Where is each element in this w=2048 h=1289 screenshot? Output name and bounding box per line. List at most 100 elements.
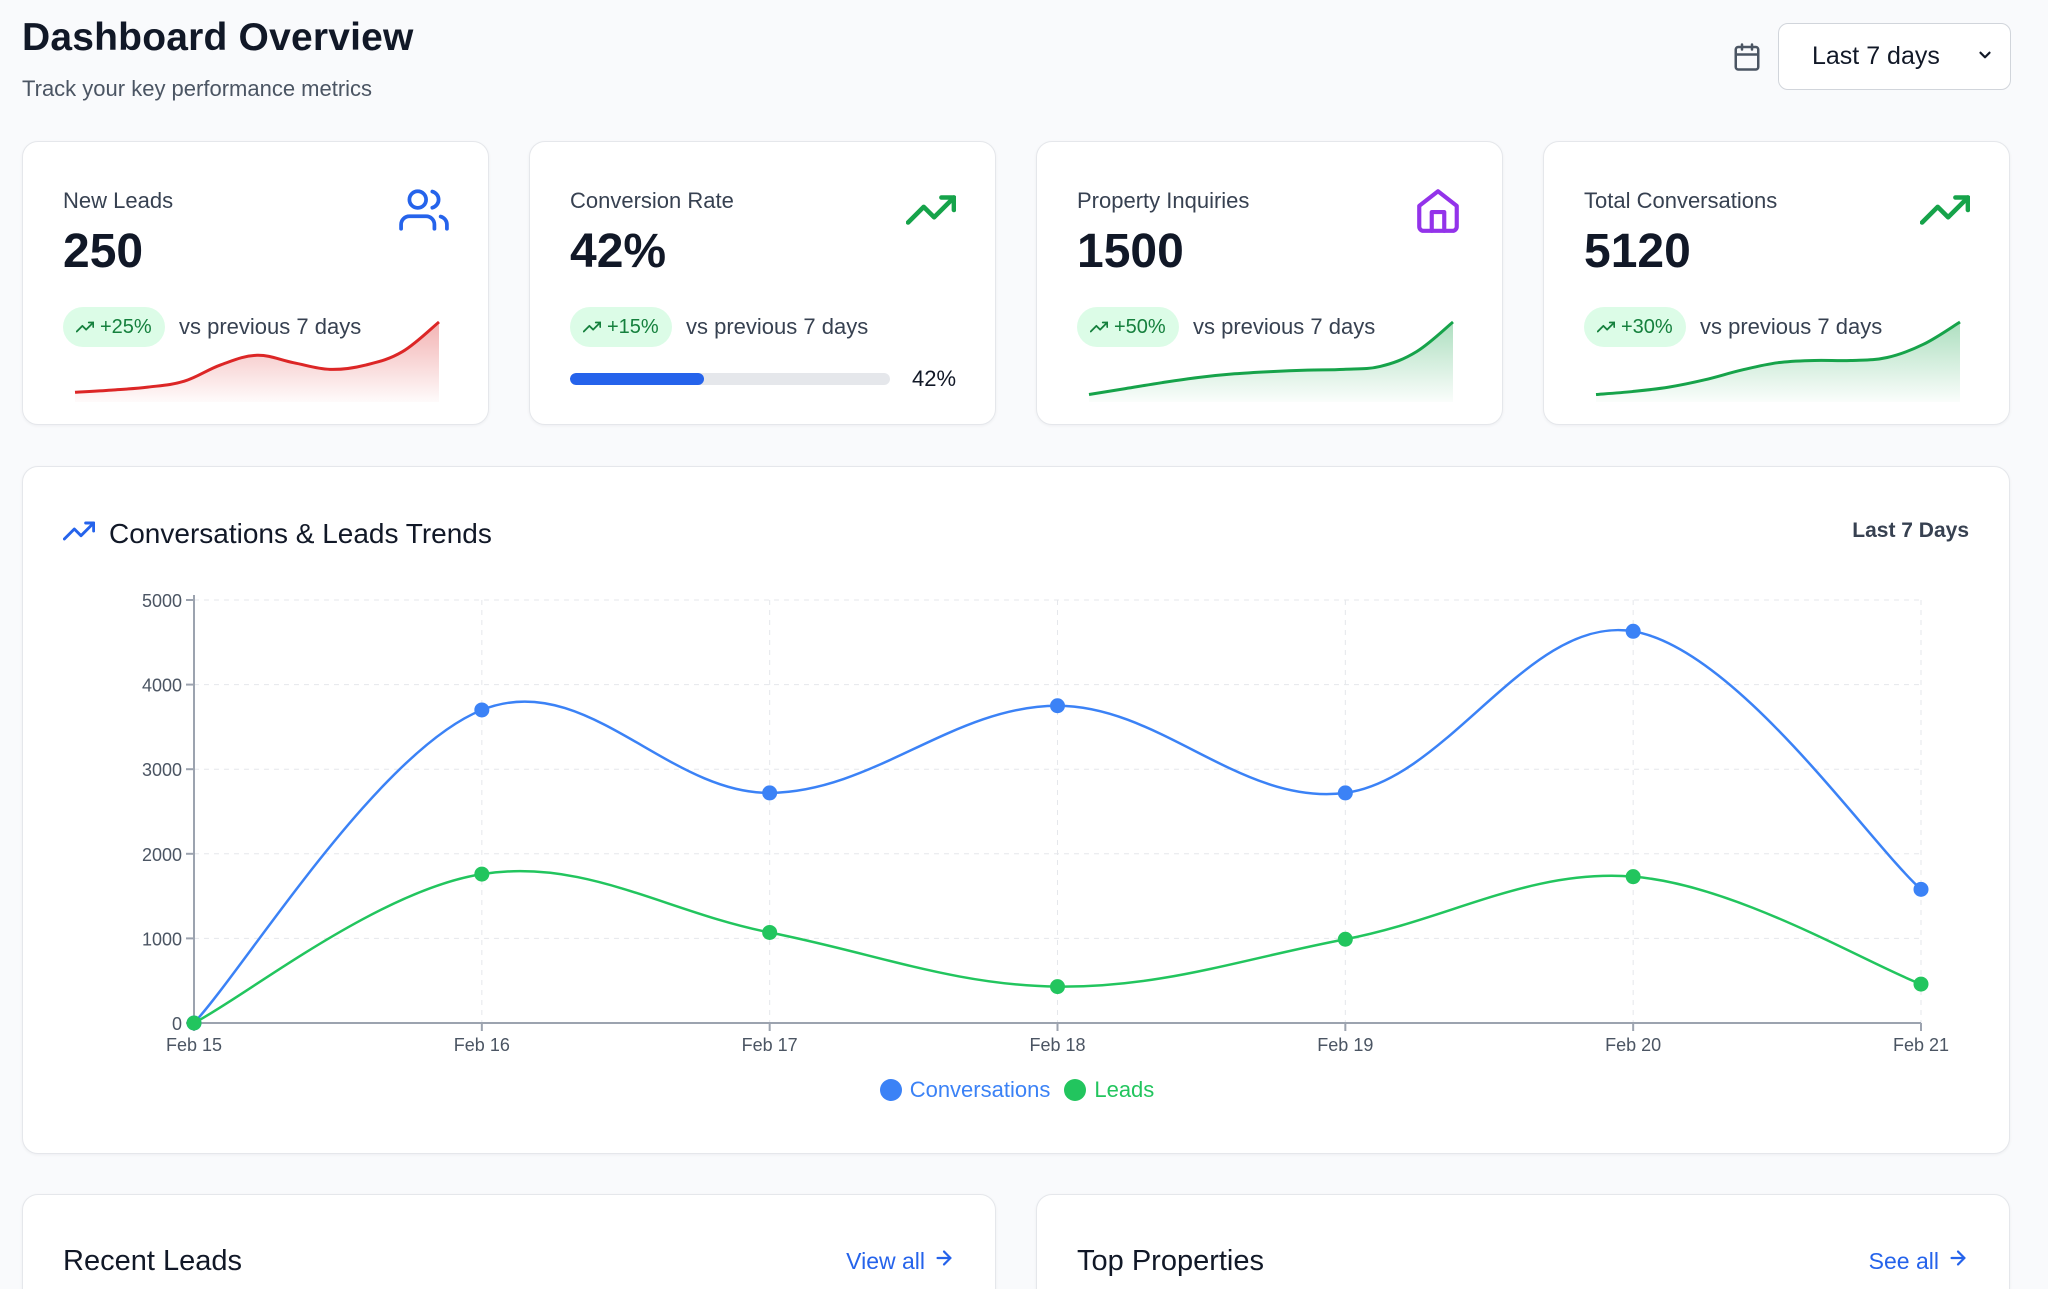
page-header: Dashboard Overview Track your key perfor… — [22, 16, 414, 102]
legend-dot — [1064, 1079, 1087, 1101]
trending-up-icon — [905, 184, 957, 236]
data-point-leads — [474, 866, 490, 882]
compare-text: vs previous 7 days — [686, 314, 869, 339]
data-point-conversations — [1625, 623, 1641, 639]
stat-label: New Leads — [63, 188, 174, 213]
arrow-right-icon — [933, 1247, 955, 1275]
legend-item-leads[interactable]: Leads — [1064, 1077, 1154, 1103]
y-tick-label: 1000 — [142, 929, 182, 949]
compare-text: vs previous 7 days — [179, 314, 362, 339]
top-properties-card: Top Properties See all — [1036, 1194, 2010, 1289]
change-badge: +25% — [63, 307, 165, 347]
legend-item-conversations[interactable]: Conversations — [879, 1077, 1050, 1103]
data-point-conversations — [1337, 785, 1353, 801]
change-badge: +50% — [1077, 307, 1179, 347]
stat-value: 42% — [570, 225, 667, 278]
progress-label: 42% — [912, 366, 957, 391]
page-subtitle: Track your key performance metrics — [22, 76, 373, 101]
y-tick-label: 2000 — [142, 845, 182, 865]
stat-value: 250 — [63, 225, 144, 278]
data-point-leads — [1625, 869, 1641, 885]
sparkline-area — [75, 322, 439, 402]
x-tick-label: Feb 19 — [1317, 1035, 1373, 1055]
change-value: +25% — [100, 315, 152, 338]
y-tick-label: 4000 — [142, 676, 182, 696]
trending-up-icon — [76, 318, 94, 336]
trending-up-icon — [1597, 318, 1615, 336]
view-all-link[interactable]: View all — [846, 1247, 955, 1275]
date-range-select[interactable]: Last 7 days — [1778, 23, 2011, 90]
stat-card-total-conversations: Total Conversations 5120 +30% vs previou… — [1543, 141, 2010, 425]
x-tick-label: Feb 15 — [166, 1035, 222, 1055]
y-tick-label: 3000 — [142, 760, 182, 780]
see-all-link[interactable]: See all — [1869, 1247, 1969, 1275]
y-tick-label: 5000 — [142, 591, 182, 611]
sparkline-line — [1595, 320, 1961, 397]
page-title: Dashboard Overview — [22, 16, 414, 59]
see-all-label: See all — [1868, 1247, 1939, 1274]
data-point-conversations — [1913, 881, 1929, 897]
stat-value: 1500 — [1077, 225, 1184, 278]
trending-up-icon — [583, 318, 601, 336]
stat-card-property-inquiries: Property Inquiries 1500 +50% vs previous… — [1036, 141, 1503, 425]
x-tick-label: Feb 18 — [1029, 1035, 1085, 1055]
x-tick-label: Feb 17 — [742, 1035, 798, 1055]
x-tick-label: Feb 20 — [1605, 1035, 1661, 1055]
compare-text: vs previous 7 days — [1193, 314, 1376, 339]
y-tick-label: 0 — [172, 1014, 182, 1034]
calendar-icon[interactable] — [1730, 40, 1764, 74]
progress-bar — [570, 373, 890, 385]
chart-legend: Conversations Leads — [23, 1077, 2011, 1103]
data-point-leads — [762, 924, 778, 940]
legend-label: Leads — [1094, 1077, 1155, 1102]
arrow-right-icon — [1947, 1247, 1969, 1275]
stat-card-conversion-rate: Conversion Rate 42% +15% vs previous 7 d… — [529, 141, 996, 425]
recent-leads-title: Recent Leads — [63, 1245, 242, 1277]
compare-text: vs previous 7 days — [1700, 314, 1883, 339]
data-point-conversations — [762, 785, 778, 801]
change-value: +15% — [607, 315, 659, 338]
data-point-leads — [1050, 979, 1065, 995]
data-point-leads — [186, 1015, 202, 1031]
data-point-leads — [1337, 931, 1353, 947]
data-point-leads — [1913, 976, 1929, 992]
home-icon — [1412, 184, 1464, 236]
data-point-conversations — [1050, 698, 1065, 714]
change-badge: +30% — [1584, 307, 1686, 347]
view-all-label: View all — [846, 1247, 925, 1274]
x-tick-label: Feb 16 — [454, 1035, 510, 1055]
top-properties-title: Top Properties — [1077, 1245, 1264, 1277]
chevron-down-icon — [1976, 42, 1994, 71]
stat-value: 5120 — [1584, 225, 1691, 278]
trend-range-label: Last 7 Days — [1852, 519, 1969, 542]
sparkline-area — [1089, 322, 1453, 402]
sparkline — [1595, 320, 1961, 402]
sparkline — [1088, 320, 1454, 402]
trending-up-icon — [62, 515, 96, 552]
trend-header: Conversations & Leads Trends — [62, 515, 492, 552]
progress-fill — [570, 373, 705, 385]
trend-chart-card: 0 1000 2000 3000 4000 5000 Feb 15 Feb 16 Feb 17 F… — [22, 466, 2010, 1154]
stat-label: Conversion Rate — [570, 188, 734, 213]
stat-label: Total Conversations — [1584, 188, 1778, 213]
date-range-value: Last 7 days — [1812, 42, 1940, 70]
sparkline-line — [1088, 320, 1454, 397]
change-value: +50% — [1114, 315, 1166, 338]
sparkline-line — [74, 320, 440, 394]
sparkline — [74, 320, 440, 402]
stat-card-new-leads: New Leads 250 +25% vs previous 7 days — [22, 141, 489, 425]
x-tick-label: Feb 21 — [1893, 1035, 1949, 1055]
sparkline-area — [1596, 322, 1960, 402]
data-point-conversations — [474, 702, 490, 718]
users-icon — [398, 184, 450, 236]
trending-up-icon — [1090, 318, 1108, 336]
change-badge: +15% — [570, 307, 672, 347]
recent-leads-card: Recent Leads View all — [22, 1194, 996, 1289]
trend-chart: 0 1000 2000 3000 4000 5000 Feb 15 Feb 16 Feb 17 F… — [142, 591, 1949, 1055]
stat-label: Property Inquiries — [1077, 188, 1250, 213]
legend-dot — [879, 1079, 902, 1101]
change-value: +30% — [1621, 315, 1673, 338]
trend-title: Conversations & Leads Trends — [109, 517, 492, 549]
trending-up-icon — [1919, 184, 1971, 236]
